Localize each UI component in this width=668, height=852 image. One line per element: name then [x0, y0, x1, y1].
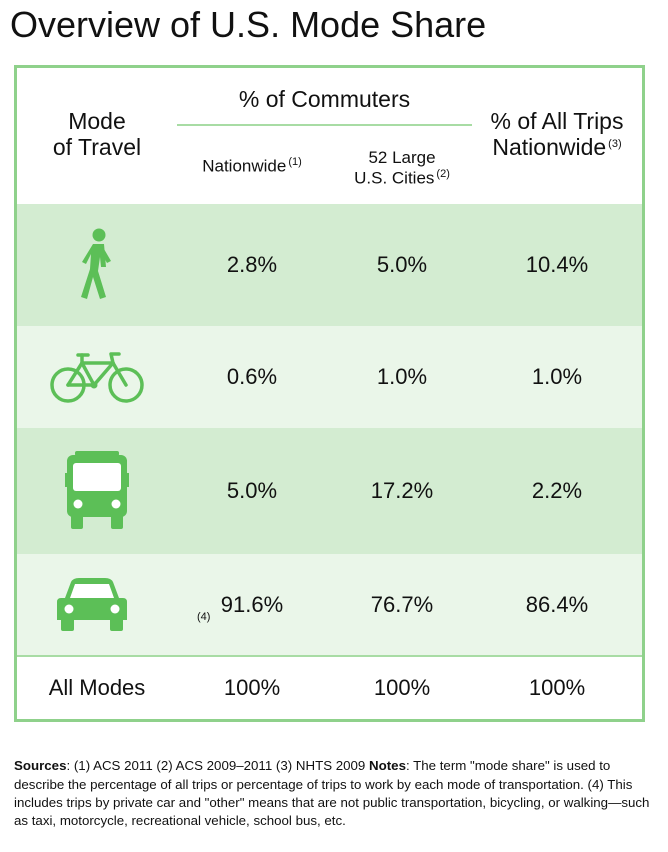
bicycle-icon [50, 352, 144, 403]
notes-label: Notes [369, 758, 406, 774]
commuters-header: % of Commuters [238, 86, 411, 112]
walking-person-icon [81, 228, 111, 299]
mode-cell [17, 428, 177, 554]
mode-of-travel-header: Mode of Travel [17, 108, 177, 161]
all-trips-value: 86.4% [525, 591, 589, 617]
nationwide-value: 5.0% [226, 478, 278, 503]
large-cities-header: 52 Large U.S. Cities (2) [327, 148, 477, 188]
table-row: 5.0% 17.2% 2.2% [17, 428, 642, 554]
large-cities-footnote: (2) [436, 167, 450, 180]
large-cities-value: 17.2% [370, 478, 434, 503]
car-footnote: (4) [197, 611, 211, 623]
nationwide-value: 91.6% [220, 591, 284, 617]
header-divider [177, 124, 472, 126]
table-row: 2.8% 5.0% 10.4% [17, 204, 642, 326]
nationwide-value: 2.8% [226, 252, 278, 277]
nationwide-header: Nationwide (1) [177, 156, 327, 176]
notes-text: : The term "mode share" is used to descr… [14, 758, 650, 829]
mode-cell [17, 554, 177, 655]
all-trips-value: 1.0% [531, 364, 583, 389]
nationwide-label: Nationwide [202, 156, 287, 176]
bus-icon [65, 451, 129, 529]
mode-share-table: Mode of Travel % of Commuters Nationwide… [14, 65, 645, 722]
sources-text: : (1) ACS 2011 (2) ACS 2009–2011 (3) NHT… [66, 758, 370, 774]
large-cities-value: 1.0% [376, 364, 428, 389]
car-icon [57, 577, 127, 631]
nationwide-value: 0.6% [226, 364, 278, 389]
all-trips-line1: % of All Trips [490, 108, 624, 134]
large-cities-value: 76.7% [370, 591, 434, 617]
table-row: 91.6% 76.7% 86.4% [17, 554, 642, 655]
mode-cell [17, 204, 177, 326]
page-title: Overview of U.S. Mode Share [10, 4, 487, 45]
all-trips-header: % of All Trips Nationwide (3) [472, 108, 642, 161]
nationwide-total: 100% [223, 675, 281, 700]
sources-notes: Sources: (1) ACS 2011 (2) ACS 2009–2011 … [14, 757, 654, 830]
table-header: Mode of Travel % of Commuters Nationwide… [17, 68, 642, 204]
mode-header-line1: Mode [68, 108, 126, 134]
large-cities-value: 5.0% [376, 252, 428, 277]
total-row: All Modes 100% 100% 100% [17, 655, 642, 719]
large-cities-total: 100% [373, 675, 431, 700]
mode-cell [17, 326, 177, 428]
nationwide-footnote: (1) [288, 156, 302, 168]
sources-label: Sources [14, 758, 67, 774]
table-row: 0.6% 1.0% 1.0% [17, 326, 642, 428]
all-trips-line2: Nationwide [492, 134, 607, 161]
large-cities-line2: U.S. Cities [354, 168, 435, 188]
mode-header-line2: of Travel [52, 134, 142, 161]
all-trips-total: 100% [528, 675, 586, 700]
all-trips-footnote: (3) [608, 137, 622, 150]
large-cities-line1: 52 Large [368, 148, 436, 167]
all-trips-value: 2.2% [531, 478, 583, 503]
all-trips-value: 10.4% [525, 252, 589, 277]
all-modes-label: All Modes [48, 675, 146, 700]
